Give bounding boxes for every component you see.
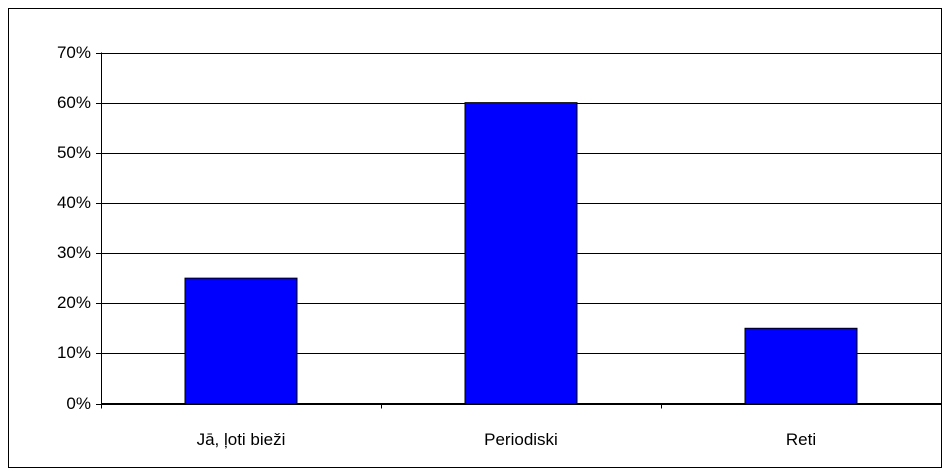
y-tick-label: 0% [66,394,91,413]
bar [464,102,578,405]
y-tick-label: 30% [57,243,91,262]
y-tick-label: 50% [57,143,91,162]
bar [744,327,858,404]
y-tick-label: 20% [57,293,91,312]
y-tick-label: 70% [57,43,91,62]
y-tick-label: 40% [57,193,91,212]
y-tick-label: 60% [57,93,91,112]
x-tick-label: Jā, ļoti bieži [197,430,286,449]
x-tick-label: Reti [786,430,816,449]
bar [184,277,298,404]
y-tick-label: 10% [57,343,91,362]
x-tick-label: Periodiski [484,430,558,449]
